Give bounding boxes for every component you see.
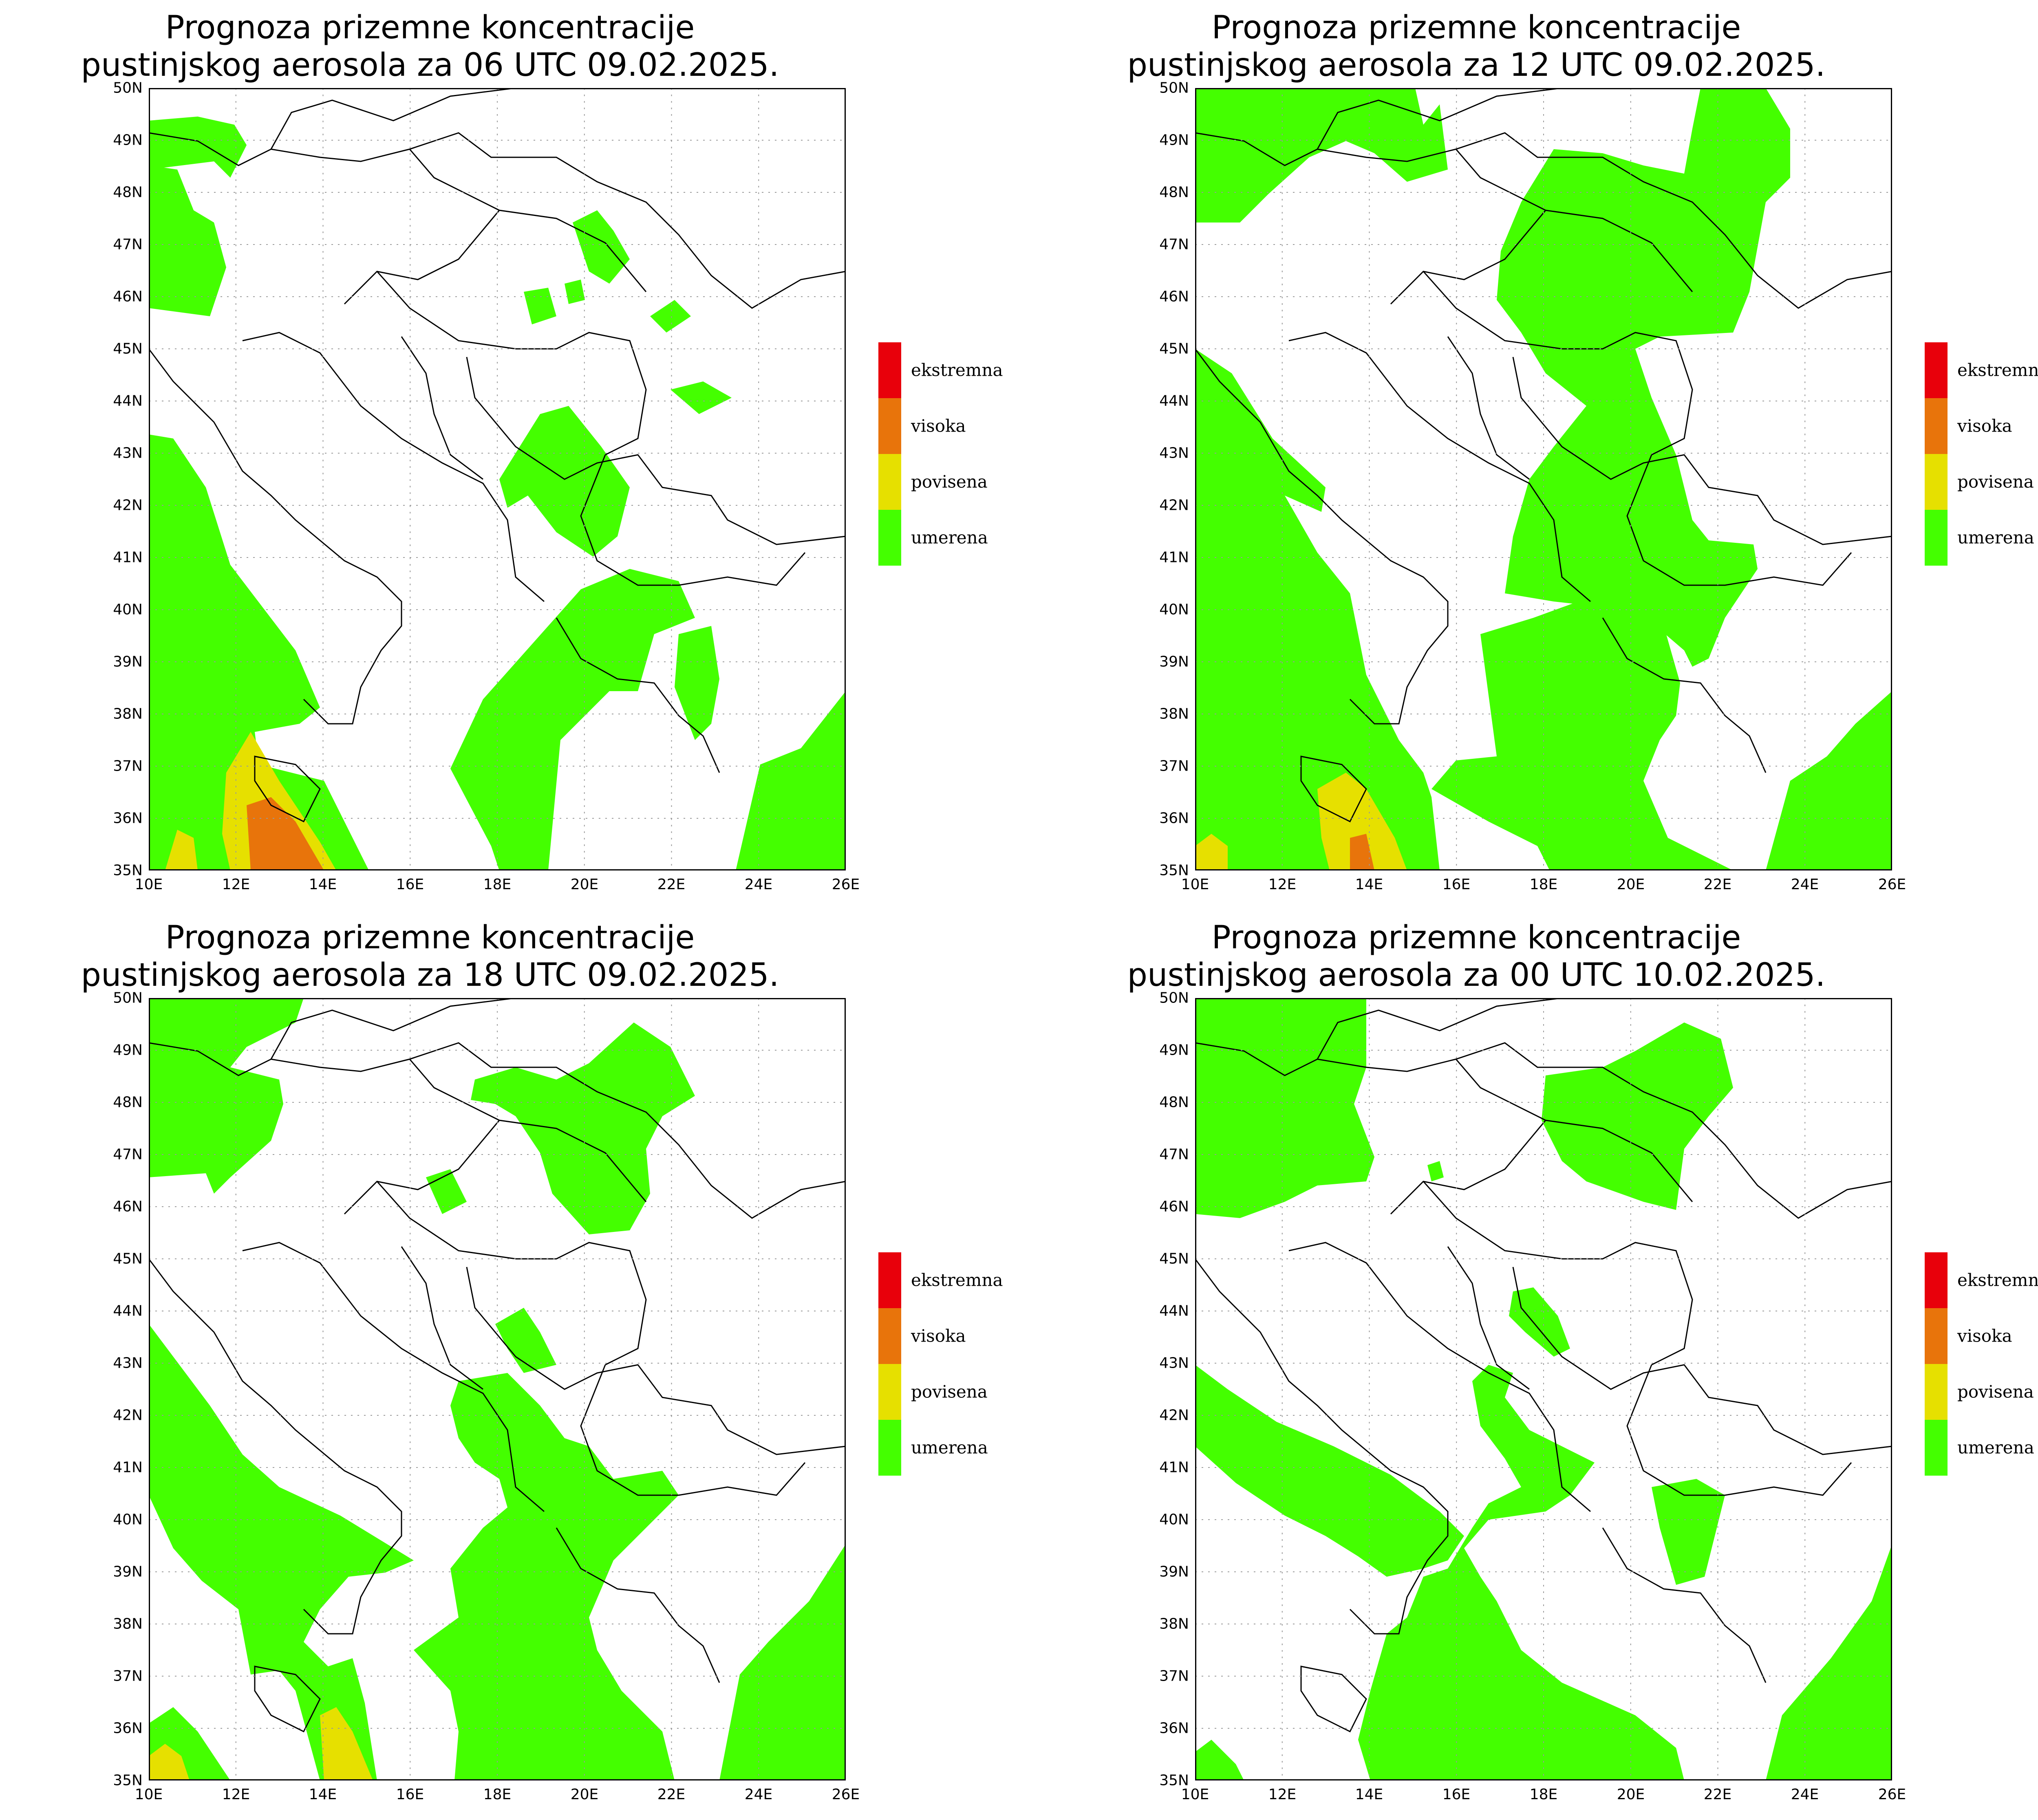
map-frame [1195, 998, 1892, 1780]
grid-lines [1195, 88, 1892, 870]
map-svg [148, 87, 846, 870]
map-svg [148, 997, 846, 1780]
map-frame [149, 998, 846, 1780]
grid-lines [149, 88, 846, 870]
aerosol-fields [1195, 88, 1892, 870]
legend-swatch-umerena [878, 1420, 901, 1476]
legend-label: umerena [911, 1437, 988, 1458]
map-panel-06utc: Prognoza prizemne koncentracije pustinjs… [0, 0, 1046, 910]
legend-swatch-ekstremna [1925, 1252, 1948, 1308]
legend-swatch-visoka [1925, 1308, 1948, 1364]
map-panel-18utc: Prognoza prizemne koncentracije pustinjs… [0, 910, 1046, 1820]
legend-swatch-visoka [878, 398, 901, 454]
title-line-2: pustinjskog aerosola za 18 UTC 09.02.202… [81, 957, 779, 994]
map-frame [149, 88, 846, 870]
legend-label: povisena [911, 472, 988, 492]
legend-label: visoka [911, 1326, 966, 1346]
forecast-map [1194, 87, 1892, 872]
legend-swatch-ekstremna [878, 342, 901, 398]
legend-label: povisena [1957, 1382, 2034, 1402]
grid-lines [149, 998, 846, 1780]
legend-label: povisena [1957, 472, 2034, 492]
country-borders [1194, 997, 1892, 1733]
map-svg [1194, 997, 1892, 1780]
panel-title: Prognoza prizemne koncentracije pustinjs… [1046, 919, 1906, 994]
aerosol-fields [149, 998, 846, 1780]
legend-swatch-umerena [1925, 1420, 1948, 1476]
title-line-1: Prognoza prizemne koncentracije [165, 9, 695, 46]
title-line-1: Prognoza prizemne koncentracije [1211, 9, 1741, 46]
legend-label: ekstremna [1957, 360, 2038, 380]
title-line-1: Prognoza prizemne koncentracije [1211, 919, 1741, 956]
aerosol-fields [1195, 998, 1892, 1780]
legend-label: umerena [1957, 1437, 2034, 1458]
legend-swatch-visoka [1925, 398, 1948, 454]
panel-title: Prognoza prizemne koncentracije pustinjs… [0, 919, 860, 994]
panel-title: Prognoza prizemne koncentracije pustinjs… [1046, 9, 1906, 84]
legend-swatch-povisena [878, 1364, 901, 1420]
legend-label: visoka [1957, 416, 2012, 436]
legend-label: visoka [1957, 1326, 2012, 1346]
legend-swatch-visoka [878, 1308, 901, 1364]
legend-label: umerena [911, 527, 988, 548]
legend-swatch-ekstremna [1925, 342, 1948, 398]
legend-label: povisena [911, 1382, 988, 1402]
legend-label: ekstremna [911, 360, 1003, 380]
legend-label: ekstremna [911, 1270, 1003, 1290]
legend-label: visoka [911, 416, 966, 436]
map-panel-12utc: Prognoza prizemne koncentracije pustinjs… [1046, 0, 2038, 910]
legend-swatch-povisena [1925, 454, 1948, 510]
panel-title: Prognoza prizemne koncentracije pustinjs… [0, 9, 860, 84]
forecast-map [1194, 997, 1892, 1782]
country-borders [148, 87, 846, 823]
map-frame [1195, 88, 1892, 870]
title-line-2: pustinjskog aerosola za 06 UTC 09.02.202… [81, 47, 779, 84]
title-line-1: Prognoza prizemne koncentracije [165, 919, 695, 956]
forecast-map [148, 997, 846, 1782]
aerosol-fields [149, 88, 846, 870]
legend-swatch-umerena [1925, 510, 1948, 566]
legend-label: ekstremna [1957, 1270, 2038, 1290]
forecast-map [148, 87, 846, 872]
legend-label: umerena [1957, 527, 2034, 548]
title-line-2: pustinjskog aerosola za 12 UTC 09.02.202… [1127, 47, 1826, 84]
legend-swatch-povisena [878, 454, 901, 510]
legend-swatch-povisena [1925, 1364, 1948, 1420]
map-svg [1194, 87, 1892, 870]
country-borders [1194, 87, 1892, 823]
country-borders [148, 997, 846, 1733]
grid-lines [1195, 998, 1892, 1780]
legend-swatch-umerena [878, 510, 901, 566]
map-panel-00utc: Prognoza prizemne koncentracije pustinjs… [1046, 910, 2038, 1820]
legend-swatch-ekstremna [878, 1252, 901, 1308]
title-line-2: pustinjskog aerosola za 00 UTC 10.02.202… [1127, 957, 1826, 994]
